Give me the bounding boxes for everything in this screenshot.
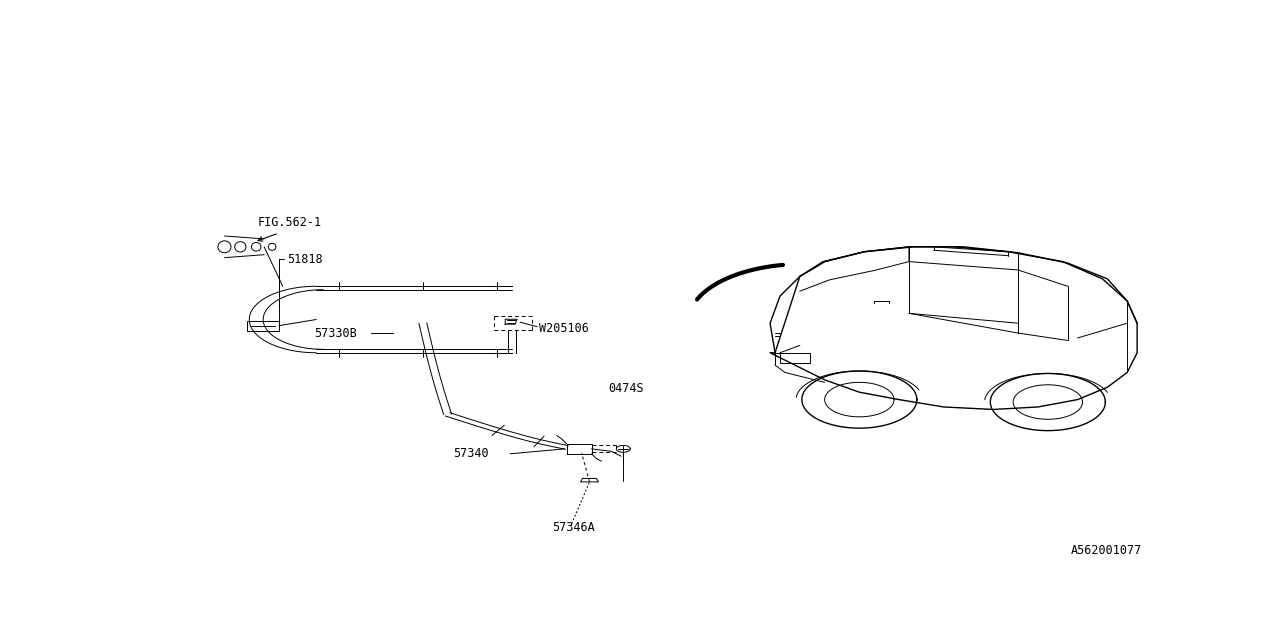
Text: A562001077: A562001077 — [1071, 544, 1142, 557]
Text: W205106: W205106 — [539, 322, 589, 335]
Text: 57330B: 57330B — [314, 326, 357, 340]
Text: 0474S: 0474S — [608, 381, 644, 395]
Text: 57340: 57340 — [453, 447, 488, 460]
Text: 57346A: 57346A — [552, 521, 595, 534]
Text: 51818: 51818 — [287, 253, 323, 266]
Text: FIG.562-1: FIG.562-1 — [257, 216, 321, 228]
Bar — [780, 353, 810, 363]
Bar — [247, 321, 279, 331]
